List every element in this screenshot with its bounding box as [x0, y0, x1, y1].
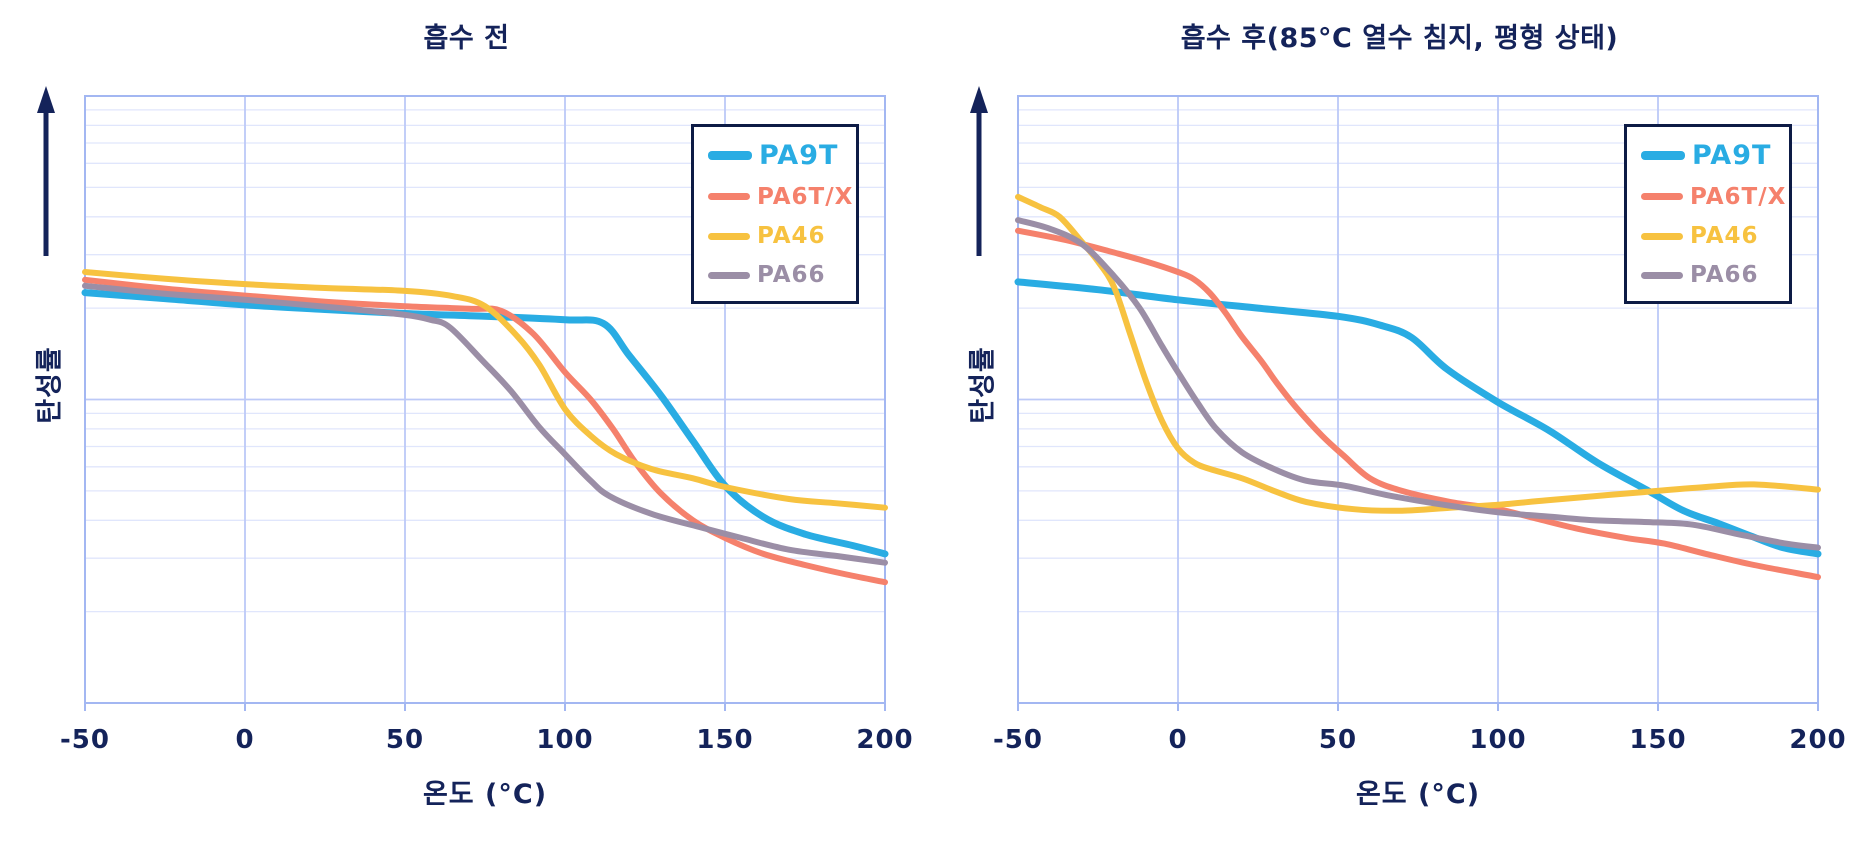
series-line-PA6T-X — [1015, 227, 1821, 581]
legend-label-pa9t: PA9T — [759, 139, 839, 171]
series-line-PA9T — [1014, 278, 1822, 558]
x-axis-label: 온도 (°C) — [422, 779, 548, 810]
plot-border — [84, 95, 886, 704]
x-tick-label: -50 — [993, 725, 1043, 755]
x-tick-label: 200 — [1789, 725, 1846, 755]
legend-item-pa46: PA46 — [1641, 223, 1789, 249]
x-axis-label: 온도 (°C) — [1355, 779, 1481, 810]
legend-item-pa9t: PA9T — [1641, 140, 1789, 171]
x-tick-label: 50 — [386, 725, 424, 755]
x-tick-label: 150 — [1629, 725, 1686, 755]
legend: PA9T PA6T/X PA46 PA66 — [691, 124, 859, 304]
legend-item-pa6tx: PA6T/X — [708, 184, 856, 210]
legend-item-pa46: PA46 — [708, 223, 856, 249]
x-tick-label: 0 — [1168, 725, 1187, 755]
legend-label-pa9t: PA9T — [1692, 139, 1772, 171]
pa6tx-line-swatch — [1641, 193, 1683, 201]
legend-item-pa66: PA66 — [1641, 262, 1789, 288]
pa66-line-swatch — [1641, 271, 1683, 279]
y-axis-arrow-icon — [37, 86, 55, 113]
y-axis-arrow-icon — [970, 86, 988, 113]
chart-title: 흡수 후(85°C 열수 침지, 평형 상태) — [1180, 23, 1619, 54]
series-line-PA66 — [82, 282, 888, 566]
pa66-line-swatch — [708, 271, 750, 279]
x-tick-label: -50 — [60, 725, 110, 755]
legend: PA9T PA6T/X PA46 PA66 — [1624, 124, 1792, 304]
x-tick-label: 100 — [1469, 725, 1526, 755]
plot-border — [1017, 95, 1819, 704]
x-tick-label: 100 — [536, 725, 593, 755]
series-line-PA46 — [82, 269, 888, 511]
pa9t-line-swatch — [1641, 150, 1685, 160]
x-tick-label: 0 — [235, 725, 254, 755]
legend-item-pa6tx: PA6T/X — [1641, 184, 1789, 210]
legend-label-pa6tx: PA6T/X — [757, 183, 854, 210]
pa6tx-line-swatch — [708, 193, 750, 201]
x-tick-label: 50 — [1319, 725, 1357, 755]
series-line-PA9T — [81, 289, 889, 558]
pa9t-line-swatch — [708, 150, 752, 160]
x-tick-label: 150 — [696, 725, 753, 755]
pa46-line-swatch — [708, 232, 750, 240]
y-axis-label: 탄성률 — [967, 346, 999, 424]
legend-item-pa66: PA66 — [708, 262, 856, 288]
plot-area: -50 0 50 100 150 200 — [970, 86, 1846, 755]
series-line-PA6T-X — [82, 276, 888, 586]
series-line-PA66 — [1015, 217, 1821, 551]
chart-title: 흡수 전 — [423, 23, 510, 54]
x-tick-label: 200 — [856, 725, 913, 755]
chart-before-absorption: 흡수 전 -50 0 50 100 150 200 탄성률 온도 (°C) PA9T PA… — [34, 23, 913, 810]
legend-label-pa66: PA66 — [1690, 262, 1759, 289]
legend-label-pa66: PA66 — [757, 262, 826, 289]
pa46-line-swatch — [1641, 232, 1683, 240]
chart-after-absorption: 흡수 후(85°C 열수 침지, 평형 상태) -50 0 50 100 150 200 … — [933, 0, 1866, 845]
legend-label-pa46: PA46 — [1690, 223, 1759, 250]
legend-label-pa6tx: PA6T/X — [1690, 183, 1787, 210]
y-axis-label: 탄성률 — [34, 346, 66, 424]
legend-label-pa46: PA46 — [757, 223, 826, 250]
legend-item-pa9t: PA9T — [708, 140, 856, 171]
